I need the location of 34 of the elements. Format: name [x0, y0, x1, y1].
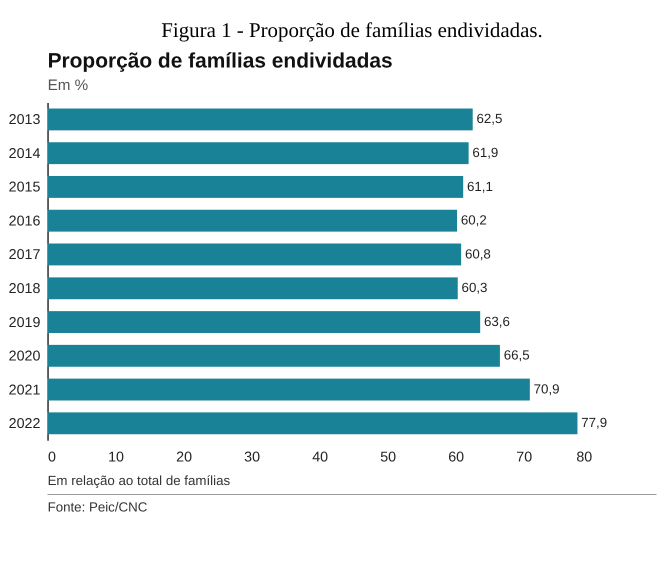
data-label: 61,9 [472, 144, 498, 160]
chart-subtitle: Proporção de famílias endividadas [48, 49, 393, 72]
source-note: Fonte: Peic/CNC [48, 500, 148, 515]
data-label: 77,9 [581, 415, 608, 430]
y-tick-label: 2014 [8, 146, 40, 162]
text: Em relação ao total de famílias [48, 472, 230, 488]
y-tick-label: 2018 [8, 281, 40, 298]
data-label: 63,6 [484, 314, 510, 329]
x-tick-label: 80 [576, 450, 592, 466]
data-label: 60,8 [464, 246, 491, 262]
data-label: 61,1 [466, 178, 493, 194]
x-tick-label: 20 [176, 450, 192, 466]
text: Em % [48, 77, 88, 94]
x-tick-label: 70 [516, 450, 532, 466]
y-tick-label: 2016 [8, 213, 40, 230]
x-tick-label: 10 [108, 450, 124, 466]
y-tick-label: 2019 [8, 314, 40, 331]
chart-title: Figura 1 - Proporção de famílias endividadas. [161, 18, 543, 42]
data-label: 60,3 [462, 280, 488, 296]
y-tick-label: 2022 [8, 416, 40, 432]
data-label: 62,5 [476, 111, 502, 126]
y-tick-label: 2017 [8, 247, 40, 264]
x-tick-label: 30 [244, 450, 260, 466]
y-tick-label: 2013 [8, 112, 40, 128]
x-tick-label: 40 [312, 450, 328, 466]
y-tick-label: 2015 [8, 180, 40, 196]
y-tick-label: 2021 [8, 382, 40, 398]
data-label: 66,5 [504, 348, 530, 363]
x-tick-label: 50 [380, 450, 396, 466]
data-label: 60,2 [460, 212, 487, 228]
y-tick-label: 2020 [8, 348, 40, 365]
data-label: 70,9 [534, 381, 560, 396]
x-tick-label: 0 [48, 450, 56, 466]
x-tick-label: 60 [448, 450, 464, 466]
